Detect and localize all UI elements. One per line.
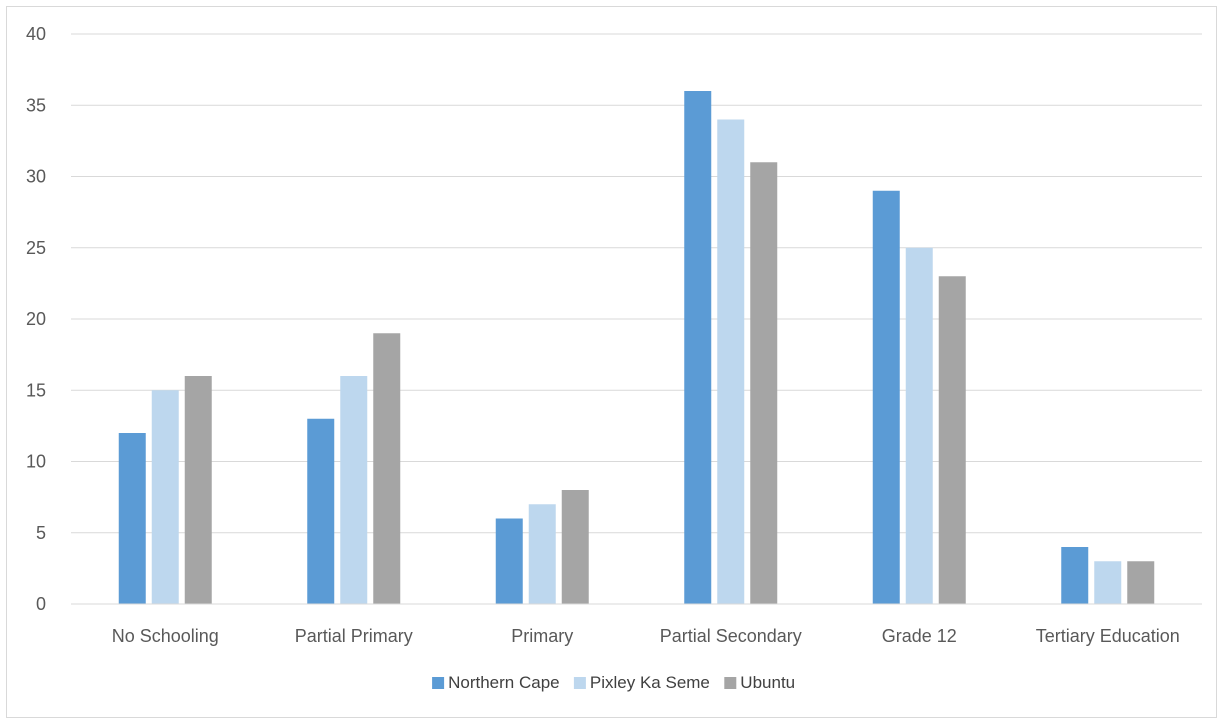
y-tick-label: 0: [36, 594, 46, 614]
y-tick-label: 35: [26, 95, 46, 115]
bar-pixley-ka-seme: [528, 504, 556, 604]
bar-ubuntu: [938, 276, 966, 604]
bar-northern-cape: [1061, 547, 1089, 604]
y-tick-label: 15: [26, 380, 46, 400]
legend-label: Pixley Ka Seme: [590, 673, 710, 692]
bar-pixley-ka-seme: [151, 390, 179, 604]
y-tick-label: 25: [26, 238, 46, 258]
bar-northern-cape: [872, 190, 900, 604]
y-axis-ticks: 0 5 10 15 20 25 30 35 40: [26, 24, 46, 614]
y-tick-label: 30: [26, 167, 46, 187]
legend: Northern Cape Pixley Ka Seme Ubuntu: [432, 673, 795, 692]
bar-ubuntu: [373, 333, 401, 604]
bar-ubuntu: [184, 376, 212, 604]
legend-swatch: [724, 677, 737, 689]
y-tick-label: 40: [26, 24, 46, 44]
x-tick-label: Partial Secondary: [660, 626, 802, 646]
legend-label: Ubuntu: [740, 673, 795, 692]
bar-ubuntu: [1127, 561, 1155, 604]
bar-pixley-ka-seme: [717, 119, 745, 604]
bar-northern-cape: [307, 418, 335, 604]
bar-northern-cape: [495, 518, 523, 604]
legend-swatch: [573, 677, 586, 689]
bar-pixley-ka-seme: [1094, 561, 1122, 604]
bar-pixley-ka-seme: [340, 376, 368, 604]
bar-ubuntu: [750, 162, 778, 604]
x-tick-label: No Schooling: [112, 626, 219, 646]
x-tick-label: Tertiary Education: [1036, 626, 1180, 646]
legend-label: Northern Cape: [448, 673, 560, 692]
bar-northern-cape: [118, 433, 146, 604]
y-tick-label: 10: [26, 452, 46, 472]
bar-northern-cape: [684, 91, 712, 604]
x-tick-label: Primary: [511, 626, 573, 646]
gridlines: [71, 33, 1202, 534]
bars: [118, 91, 1155, 604]
x-tick-label: Grade 12: [882, 626, 957, 646]
y-tick-label: 20: [26, 309, 46, 329]
y-tick-label: 5: [36, 523, 46, 543]
legend-swatch: [432, 677, 445, 689]
x-axis-labels: No Schooling Partial Primary Primary Partia…: [112, 626, 1180, 646]
bar-ubuntu: [561, 490, 589, 604]
x-tick-label: Partial Primary: [295, 626, 413, 646]
bar-pixley-ka-seme: [905, 247, 933, 604]
